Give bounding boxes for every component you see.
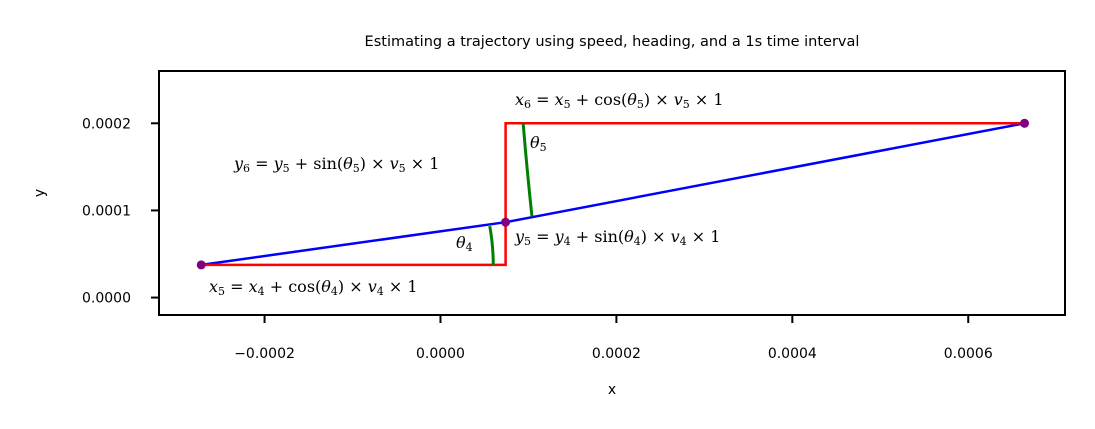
chart-title: Estimating a trajectory using speed, hea… xyxy=(365,34,860,50)
x-tick-label: 0.0006 xyxy=(944,346,993,362)
y-axis-label: y xyxy=(32,189,48,197)
trajectory-point xyxy=(1020,118,1030,128)
annotation-y5: y5 = y4 + sin(θ4) × v4 × 1 xyxy=(514,227,720,248)
angle-arc-4 xyxy=(488,225,495,265)
annotation-x5: x5 = x4 + cos(θ4) × v4 × 1 xyxy=(209,277,418,298)
angle-arc-5 xyxy=(521,123,534,217)
y-tick-label: 0.0001 xyxy=(82,203,131,219)
x-tick-label: −0.0002 xyxy=(234,346,295,362)
x-tick-label: 0.0004 xyxy=(768,346,817,362)
axis-ticks: −0.0002 0.0000 0.0002 0.0004 0.0006 0.0000 0.0… xyxy=(82,116,993,362)
plot-frame xyxy=(158,70,1066,316)
annotation-theta5: θ5 xyxy=(530,133,547,154)
annotation-theta4: θ4 xyxy=(456,233,473,254)
y-tick-label: 0.0000 xyxy=(82,291,131,307)
trajectory-point xyxy=(501,217,511,227)
x-tick-label: 0.0000 xyxy=(416,346,465,362)
x-tick-label: 0.0002 xyxy=(592,346,641,362)
y-tick-label: 0.0002 xyxy=(82,116,131,132)
plot-area xyxy=(196,118,1030,270)
x-axis-label: x xyxy=(608,382,616,398)
trajectory-point xyxy=(196,260,206,270)
x-y-components-line xyxy=(201,122,1025,267)
annotation-x6: x6 = x5 + cos(θ5) × v5 × 1 xyxy=(515,90,724,111)
annotation-y6: y6 = y5 + sin(θ5) × v5 × 1 xyxy=(233,154,439,175)
